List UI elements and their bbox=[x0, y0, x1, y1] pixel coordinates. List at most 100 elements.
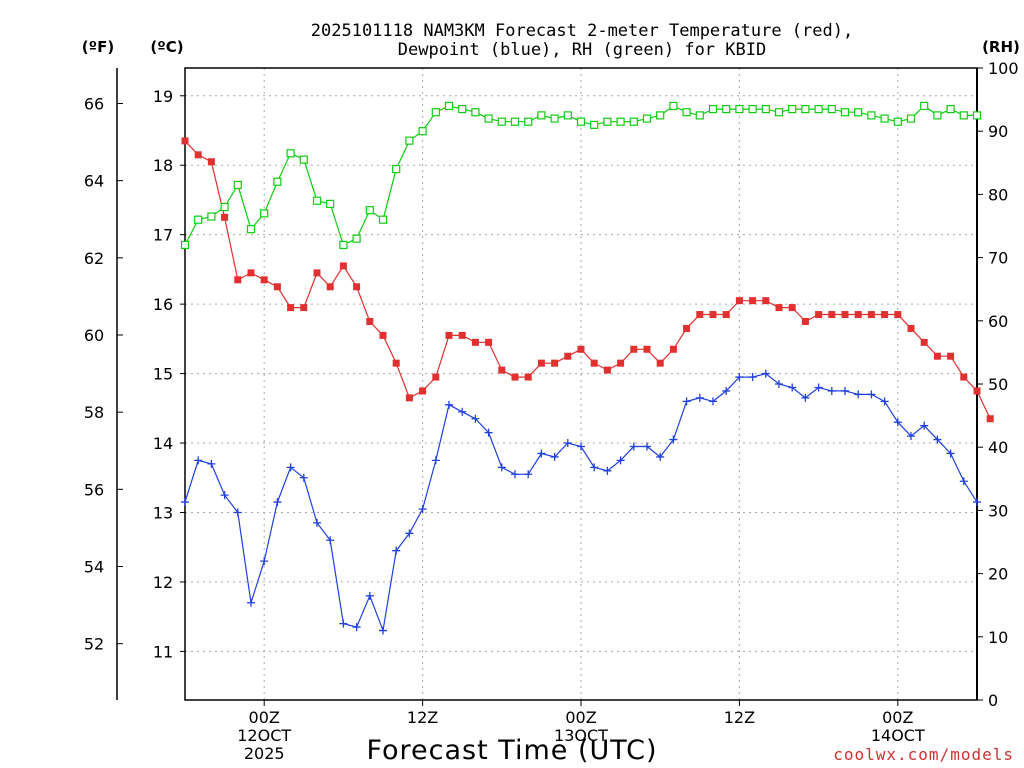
dewpoint-point bbox=[669, 435, 678, 444]
temperature-point bbox=[841, 311, 849, 319]
rh-point bbox=[616, 117, 625, 126]
rh-point bbox=[748, 104, 757, 114]
dewpoint-point bbox=[907, 432, 915, 441]
dewpoint-point bbox=[537, 449, 546, 458]
dewpoint-point bbox=[709, 397, 717, 406]
chart-title-line-2: Dewpoint (blue), RH (green) for KBID bbox=[398, 40, 766, 60]
dewpoint-point bbox=[484, 428, 493, 437]
fahrenheit-tick-label: 64 bbox=[84, 172, 104, 191]
temperature-point bbox=[221, 213, 229, 221]
dewpoint-point bbox=[260, 557, 269, 566]
temperature-point bbox=[801, 317, 809, 325]
rh-point bbox=[312, 196, 322, 205]
temperature-point bbox=[234, 276, 242, 284]
temperature-point bbox=[603, 366, 611, 374]
rh-point bbox=[590, 120, 599, 129]
dewpoint-point bbox=[431, 456, 440, 465]
dewpoint-point bbox=[326, 536, 335, 545]
rh-point bbox=[603, 117, 612, 126]
rh-tick-label: 0 bbox=[988, 691, 998, 710]
temperature-point bbox=[445, 331, 453, 339]
rh-point bbox=[326, 199, 335, 208]
temperature-point bbox=[498, 366, 506, 374]
rh-tick-label: 80 bbox=[988, 185, 1008, 204]
temperature-point bbox=[907, 324, 915, 332]
dewpoint-point bbox=[445, 400, 453, 409]
temperature-point bbox=[300, 304, 308, 312]
temperature-point bbox=[894, 311, 902, 319]
dewpoint-point bbox=[220, 491, 229, 500]
temperature-point bbox=[762, 297, 770, 305]
rh-point bbox=[286, 149, 295, 158]
rh-point bbox=[246, 225, 256, 234]
rh-point bbox=[260, 209, 269, 218]
rh-tick-label: 30 bbox=[988, 501, 1008, 520]
dewpoint-point bbox=[207, 459, 216, 468]
rh-tick-label: 60 bbox=[988, 312, 1008, 331]
rh-point bbox=[880, 114, 889, 123]
rh-point bbox=[761, 104, 770, 114]
temperature-point bbox=[511, 373, 519, 381]
celsius-tick-label: 18 bbox=[153, 156, 173, 175]
dewpoint-point bbox=[788, 383, 797, 392]
temperature-point bbox=[854, 311, 862, 319]
watermark: coolwx.com/models bbox=[833, 745, 1014, 764]
temperature-point bbox=[287, 304, 295, 312]
rh-point bbox=[378, 215, 388, 224]
dewpoint-point bbox=[946, 449, 955, 458]
temperature-line bbox=[184, 140, 991, 419]
dewpoint-point bbox=[365, 591, 374, 600]
dewpoint-point bbox=[959, 477, 968, 486]
rh-point bbox=[497, 117, 506, 126]
temperature-point bbox=[551, 359, 559, 367]
rh-point bbox=[827, 104, 836, 114]
dewpoint-point bbox=[550, 452, 559, 461]
rh-point bbox=[405, 136, 414, 145]
temperature-point bbox=[366, 317, 374, 325]
rh-point bbox=[220, 202, 229, 212]
x-tick-label: 12Z bbox=[724, 708, 755, 727]
dewpoint-point bbox=[920, 421, 929, 430]
temperature-point bbox=[775, 304, 783, 312]
temperature-point bbox=[683, 324, 691, 332]
dewpoint-point bbox=[629, 442, 638, 451]
temperature-point bbox=[353, 283, 361, 291]
celsius-tick-label: 12 bbox=[153, 573, 173, 592]
rh-point bbox=[273, 177, 282, 186]
rh-point bbox=[299, 155, 308, 164]
rh-point bbox=[893, 117, 902, 126]
rh-point bbox=[392, 165, 401, 174]
rh-tick-label: 70 bbox=[988, 249, 1008, 268]
temperature-point bbox=[630, 345, 638, 353]
temperature-point bbox=[564, 352, 572, 360]
rh-point bbox=[906, 114, 916, 123]
dewpoint-point bbox=[827, 386, 836, 395]
temperature-point bbox=[194, 151, 202, 159]
rh-point bbox=[814, 104, 823, 114]
rh-point bbox=[854, 108, 863, 117]
dewpoint-point bbox=[577, 442, 585, 451]
dewpoint-point bbox=[299, 473, 308, 482]
temperature-point bbox=[458, 331, 466, 339]
temperature-point bbox=[432, 373, 440, 381]
temperature-point bbox=[960, 373, 968, 381]
temperature-point bbox=[749, 297, 757, 305]
rh-point bbox=[550, 114, 559, 123]
rh-point bbox=[682, 108, 691, 117]
temperature-point bbox=[537, 359, 545, 367]
rh-point bbox=[788, 104, 797, 114]
rh-point bbox=[180, 240, 190, 250]
dewpoint-point bbox=[524, 470, 533, 479]
fahrenheit-tick-label: 52 bbox=[84, 635, 104, 654]
rh-point bbox=[920, 101, 929, 111]
temperature-point bbox=[590, 359, 598, 367]
rh-point bbox=[642, 114, 652, 123]
rh-point bbox=[458, 104, 467, 114]
temperature-point bbox=[669, 345, 677, 353]
dewpoint-point bbox=[695, 393, 704, 402]
temperature-point bbox=[788, 304, 796, 312]
rh-point bbox=[484, 114, 493, 123]
fahrenheit-tick-label: 58 bbox=[84, 403, 104, 422]
temperature-point bbox=[735, 297, 743, 305]
